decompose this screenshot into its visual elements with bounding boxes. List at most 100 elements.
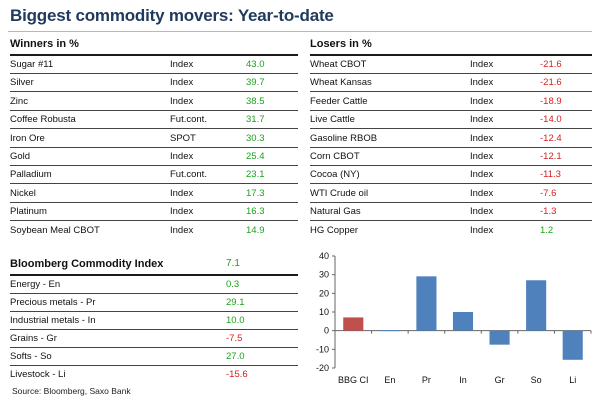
winners-type: Index bbox=[170, 224, 194, 236]
bcom-row: Grains - Gr -7.5 bbox=[10, 330, 298, 348]
winners-table: Winners in % Sugar #11 Index 43.0 Silver Ind… bbox=[10, 38, 298, 238]
x-tick-label: So bbox=[531, 375, 542, 385]
losers-value: -12.1 bbox=[540, 151, 562, 162]
winners-value: 39.7 bbox=[246, 77, 265, 89]
losers-row: Natural Gas Index -1.3 bbox=[310, 203, 592, 222]
winners-value: 43.0 bbox=[246, 59, 265, 70]
y-tick-label: -20 bbox=[316, 363, 329, 373]
winners-type: Index bbox=[170, 151, 194, 162]
losers-name: WTI Crude oil bbox=[310, 187, 369, 199]
losers-row: Corn CBOT Index -12.1 bbox=[310, 148, 592, 166]
bcom-header-value: 7.1 bbox=[226, 258, 240, 269]
winners-row: Platinum Index 16.3 bbox=[10, 203, 298, 222]
losers-type: Index bbox=[470, 206, 494, 218]
losers-type: Index bbox=[470, 187, 494, 199]
winners-row: Iron Ore SPOT 30.3 bbox=[10, 130, 298, 148]
winners-name: Sugar #11 bbox=[10, 59, 54, 70]
winners-value: 14.9 bbox=[246, 224, 265, 236]
losers-row: Gasoline RBOB Index -12.4 bbox=[310, 130, 592, 148]
winners-type: Fut.cont. bbox=[170, 114, 207, 126]
winners-row: Palladium Fut.cont. 23.1 bbox=[10, 166, 298, 185]
bar-pr bbox=[416, 276, 437, 331]
losers-row: Wheat Kansas Index -21.6 bbox=[310, 74, 592, 93]
winners-header: Winners in % bbox=[10, 38, 79, 50]
y-tick-label: -10 bbox=[316, 344, 329, 354]
x-tick-label: En bbox=[384, 375, 395, 385]
losers-row: Wheat CBOT Index -21.6 bbox=[310, 56, 592, 74]
losers-type: Index bbox=[470, 132, 494, 144]
losers-value: -21.6 bbox=[540, 59, 562, 70]
bcom-name: Industrial metals - In bbox=[10, 315, 96, 326]
losers-type: Index bbox=[470, 114, 494, 126]
losers-name: Gasoline RBOB bbox=[310, 132, 378, 144]
losers-table: Losers in % Wheat CBOT Index -21.6 Wheat Ka… bbox=[310, 38, 592, 238]
losers-name: HG Copper bbox=[310, 224, 359, 236]
winners-row: Soybean Meal CBOT Index 14.9 bbox=[10, 222, 298, 240]
winners-type: Index bbox=[170, 77, 194, 89]
losers-name: Corn CBOT bbox=[310, 151, 360, 162]
losers-row: Cocoa (NY) Index -11.3 bbox=[310, 166, 592, 185]
title-divider bbox=[8, 31, 592, 32]
bcom-name: Livestock - Li bbox=[10, 369, 66, 380]
bcom-value: -15.6 bbox=[226, 369, 248, 380]
bar-bbg-ci bbox=[343, 317, 364, 331]
x-tick-label: Li bbox=[569, 375, 576, 385]
sector-bar-chart: 40 30 20 10 0 -10 -20 BBG CI En Pr In Gr So Li bbox=[316, 251, 592, 385]
losers-value: -14.0 bbox=[540, 114, 562, 126]
winners-name: Coffee Robusta bbox=[10, 114, 76, 126]
losers-row: HG Copper Index 1.2 bbox=[310, 222, 592, 240]
bcom-name: Energy - En bbox=[10, 279, 61, 290]
losers-name: Wheat Kansas bbox=[310, 77, 372, 89]
winners-name: Platinum bbox=[10, 206, 47, 218]
winners-type: Index bbox=[170, 59, 194, 70]
bcom-name: Softs - So bbox=[10, 351, 52, 362]
losers-row: Live Cattle Index -14.0 bbox=[310, 111, 592, 130]
losers-type: Index bbox=[470, 151, 494, 162]
winners-row: Sugar #11 Index 43.0 bbox=[10, 56, 298, 74]
winners-name: Iron Ore bbox=[10, 132, 45, 144]
winners-value: 16.3 bbox=[246, 206, 265, 218]
losers-name: Natural Gas bbox=[310, 206, 361, 218]
winners-type: Index bbox=[170, 206, 194, 218]
page-title: Biggest commodity movers: Year-to-date bbox=[10, 6, 334, 25]
losers-type: Index bbox=[470, 95, 494, 107]
bcom-value: -7.5 bbox=[226, 333, 243, 344]
winners-row: Coffee Robusta Fut.cont. 31.7 bbox=[10, 111, 298, 130]
winners-row: Nickel Index 17.3 bbox=[10, 185, 298, 203]
bcom-value: 27.0 bbox=[226, 351, 245, 362]
bcom-row: Industrial metals - In 10.0 bbox=[10, 312, 298, 330]
bcom-header-rule bbox=[10, 274, 298, 276]
losers-value: -21.6 bbox=[540, 77, 562, 89]
y-tick-label: 10 bbox=[319, 307, 329, 317]
winners-name: Nickel bbox=[10, 187, 36, 199]
x-tick-label: BBG CI bbox=[338, 375, 369, 385]
winners-value: 30.3 bbox=[246, 132, 265, 144]
losers-value: -7.6 bbox=[540, 187, 557, 199]
bar-gr bbox=[489, 330, 510, 345]
winners-value: 31.7 bbox=[246, 114, 265, 126]
x-tick-label: Gr bbox=[495, 375, 505, 385]
losers-value: -12.4 bbox=[540, 132, 562, 144]
winners-value: 23.1 bbox=[246, 169, 265, 181]
winners-row: Gold Index 25.4 bbox=[10, 148, 298, 166]
bcom-header: Bloomberg Commodity Index bbox=[10, 258, 164, 270]
y-tick-label: 40 bbox=[319, 251, 329, 261]
bcom-row: Precious metals - Pr 29.1 bbox=[10, 294, 298, 312]
winners-name: Palladium bbox=[10, 169, 52, 181]
bcom-name: Grains - Gr bbox=[10, 333, 57, 344]
losers-type: Index bbox=[470, 169, 494, 181]
winners-value: 38.5 bbox=[246, 95, 265, 107]
losers-value: -11.3 bbox=[540, 169, 561, 181]
losers-row: Feeder Cattle Index -18.9 bbox=[310, 93, 592, 111]
winners-row: Zinc Index 38.5 bbox=[10, 93, 298, 111]
bcom-name: Precious metals - Pr bbox=[10, 297, 96, 308]
y-tick-label: 20 bbox=[319, 288, 329, 298]
winners-value: 17.3 bbox=[246, 187, 265, 199]
y-tick-label: 0 bbox=[324, 326, 329, 336]
losers-name: Wheat CBOT bbox=[310, 59, 367, 70]
losers-row: WTI Crude oil Index -7.6 bbox=[310, 185, 592, 203]
bar-li bbox=[562, 330, 583, 360]
y-tick-label: 30 bbox=[319, 270, 329, 280]
bar-in bbox=[452, 312, 474, 331]
losers-type: Index bbox=[470, 77, 494, 89]
